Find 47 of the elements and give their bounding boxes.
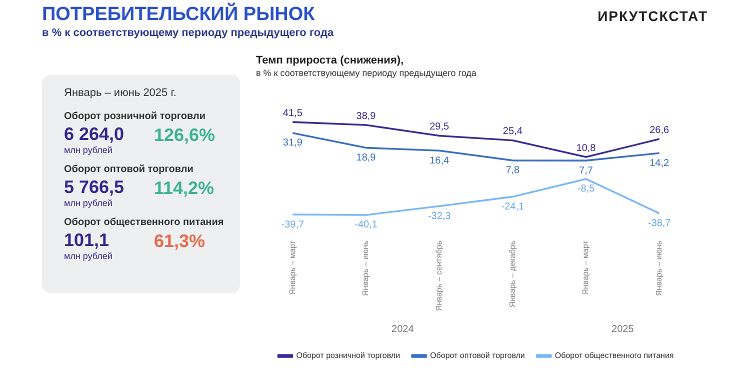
text: млн рублей [64,251,112,261]
data-label: 25,4 [502,126,523,138]
data-label: 29,5 [430,121,450,132]
chart-subtitle: в % к соответствующему периоду предыдущего года [256,68,476,78]
text: 126,6% [154,125,216,146]
text: Январь – июнь 2025 г. [64,87,178,99]
text: 101,1 [64,230,110,251]
data-label: 41,5 [282,108,303,119]
data-label: 7,7 [579,165,594,176]
text: млн рублей [64,145,112,155]
data-label: 18,9 [356,152,376,164]
text: 61,3% [154,231,206,252]
data-label: 31,9 [282,138,303,149]
chart-title: Темп прироста (снижения), [256,54,404,67]
text: ПОТРЕБИТЕЛЬСКИЙ РЫНОК [42,4,315,26]
data-label: 16,4 [430,155,450,166]
x-tick-label: Январь – июнь [361,240,370,296]
data-label: -40,1 [354,220,378,231]
text: 5 766,5 [64,177,124,198]
text: Оборот общественного питания [64,217,225,228]
text: млн рублей [64,198,112,208]
x-tick-label: Январь – март [581,240,590,295]
data-label: 14,2 [650,158,670,169]
data-label: 38,9 [356,110,376,122]
text: 2024 [392,324,414,335]
data-label: -8,5 [577,184,596,195]
legend-label: Оборот общественного питания [554,351,674,360]
x-tick-label: Январь – декабрь [508,240,517,308]
data-label: 7,8 [506,165,520,176]
data-label: -38,7 [648,218,672,230]
x-tick-label: Январь – март [288,240,297,295]
data-label: -24,1 [501,202,524,212]
text: 2025 [612,324,634,335]
legend-label: Оборот оптовой торговли [430,351,525,360]
data-label: -32,3 [428,210,452,222]
data-label: -39,7 [281,219,304,230]
text: 114,2% [154,178,214,199]
text: Оборот оптовой торговли [64,164,194,175]
data-label: 10,8 [576,142,596,154]
legend-label: Оборот розничной торговли [296,351,400,360]
text: 6 264,0 [64,124,124,145]
x-tick-label: Январь – сентябрь [434,240,444,312]
x-tick-label: Январь – июнь [654,240,664,296]
text: ИРКУТСКСТАТ [598,8,708,24]
text: Оборот розничной торговли [64,111,206,122]
text: в % к соответствующему периоду предыдущего года [42,27,334,39]
data-label: 26,6 [650,124,670,136]
